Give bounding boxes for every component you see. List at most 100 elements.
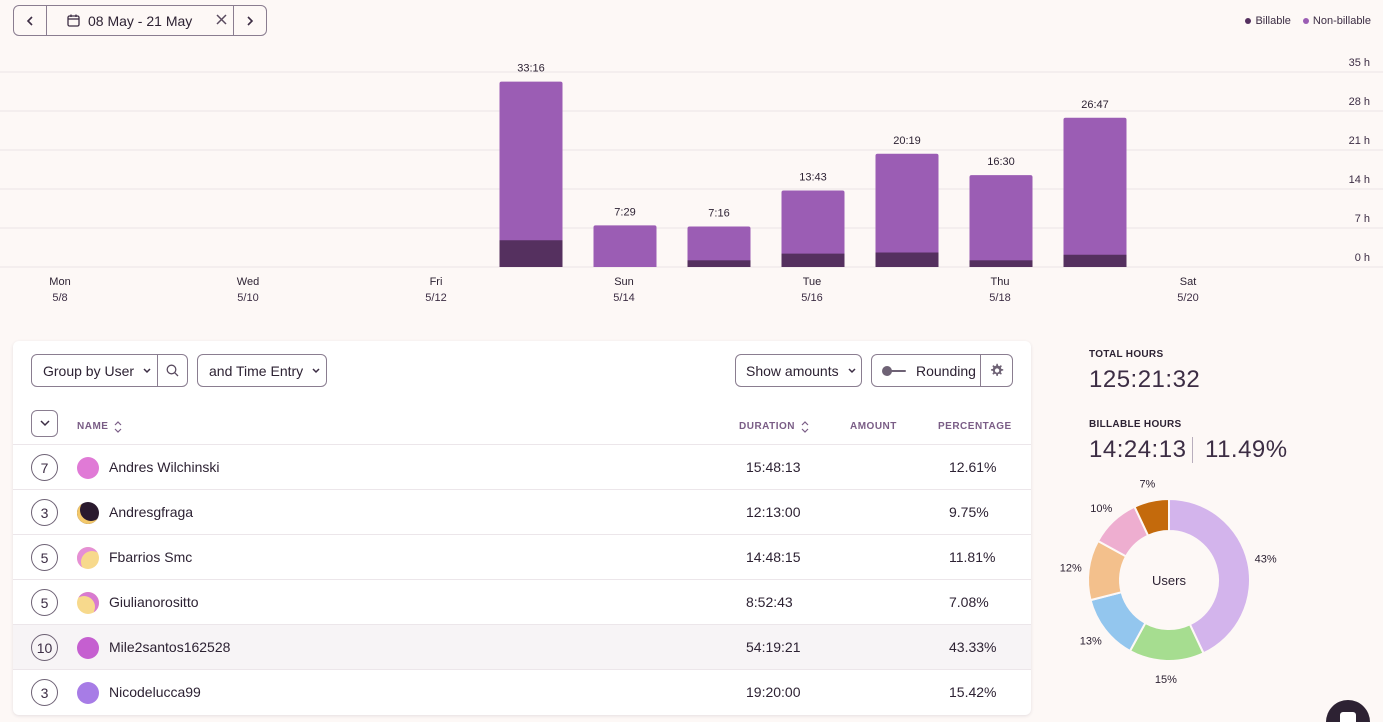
bar-non-billable[interactable] [687,226,751,267]
donut-center-label: Users [1152,573,1186,588]
entry-count-button[interactable]: 3 [31,679,58,706]
previous-range-button[interactable] [14,6,47,35]
percentage-value: 15.42% [949,684,997,700]
bar-billable[interactable] [1063,254,1127,267]
table-row[interactable]: 5 Fbarrios Smc 14:48:15 11.81% [13,535,1031,580]
calendar-icon [67,14,80,27]
user-name: Fbarrios Smc [109,549,193,565]
bar-total-label: 20:19 [893,135,921,147]
billable-percentage: 11.49% [1205,436,1288,463]
x-tick-day-label: Thu [991,276,1010,288]
expand-all-button[interactable] [31,410,58,437]
table-row[interactable]: 3 Nicodelucca99 19:20:00 15.42% [13,670,1031,715]
table-row[interactable]: 10 Mile2santos162528 54:19:21 43.33% [13,625,1031,670]
y-tick-label: 35 h [1349,57,1370,69]
time-entry-dropdown[interactable]: and Time Entry [197,354,327,387]
legend-label: Billable [1255,15,1291,27]
rounding-settings-button[interactable] [981,355,1012,386]
x-tick-date-label: 5/8 [52,292,67,304]
avatar [77,592,99,614]
table-row[interactable]: 7 Andres Wilchinski 15:48:13 12.61% [13,445,1031,490]
chart-legend: Billable Non-billable [1245,15,1371,27]
bar-total-label: 13:43 [799,172,827,184]
next-range-button[interactable] [233,6,266,35]
x-tick-date-label: 5/12 [425,292,446,304]
table-header: NAME DURATION AMOUNT PERCENTAGE [13,408,1031,445]
bar-non-billable[interactable] [969,175,1033,267]
duration-header-label: DURATION [739,421,796,432]
bar-billable[interactable] [875,252,939,267]
rounding-toggle[interactable]: Rounding [872,355,981,386]
legend-dot-billable [1245,18,1252,24]
y-tick-label: 0 h [1355,252,1370,264]
x-tick-day-label: Fri [430,276,443,288]
donut-slice-label: 10% [1090,503,1112,515]
x-tick-day-label: Wed [237,276,259,288]
entry-count-button[interactable]: 3 [31,499,58,526]
bar-billable[interactable] [781,253,845,267]
bar-non-billable[interactable] [499,81,563,267]
avatar [77,637,99,659]
user-name: Nicodelucca99 [109,684,201,700]
duration-value: 19:20:00 [746,684,801,700]
entry-count-button[interactable]: 5 [31,589,58,616]
percentage-value: 43.33% [949,639,997,655]
chat-icon [1340,712,1356,722]
rounding-label: Rounding [916,362,976,379]
bar-non-billable[interactable] [781,190,845,267]
entry-count-button[interactable]: 10 [31,634,58,661]
billable-hours-value: 14:24:13 [1089,436,1187,463]
percentage-value: 12.61% [949,459,997,475]
amount-header-label: AMOUNT [850,421,897,432]
legend-dot-non-billable [1302,18,1309,24]
entry-count-button[interactable]: 7 [31,454,58,481]
user-name: Andresgfraga [109,504,194,520]
amount-column-header: AMOUNT [850,408,897,445]
table-row[interactable]: 3 Andresgfraga 12:13:00 9.75% [13,490,1031,535]
percentage-column-header: PERCENTAGE [938,408,1012,445]
table-toolbar: Group by User and Time Entry Show amount… [31,354,1013,387]
chevron-down-icon [848,367,856,373]
show-amounts-dropdown[interactable]: Show amounts [735,354,862,387]
donut-slice-label: 13% [1080,636,1102,648]
legend-label: Non-billable [1312,15,1371,27]
group-by-label: Group by User [43,362,135,379]
percentage-value: 9.75% [949,504,989,520]
group-search-button[interactable] [158,355,187,386]
name-header-label: NAME [77,421,109,432]
chat-support-button[interactable] [1326,700,1370,722]
time-entry-label: and Time Entry [209,362,304,379]
duration-value: 12:13:00 [746,504,801,520]
donut-slice-label: 12% [1060,563,1082,575]
duration-value: 15:48:13 [746,459,801,475]
group-by-dropdown[interactable]: Group by User [32,355,158,386]
total-hours-label: TOTAL HOURS [1089,349,1164,360]
legend-item-billable[interactable]: Billable [1245,15,1291,27]
toggle-switch-icon [882,365,906,376]
show-amounts-label: Show amounts [746,362,839,379]
date-range-field[interactable]: 08 May - 21 May [47,6,233,35]
y-tick-label: 28 h [1349,96,1370,108]
legend-item-non-billable[interactable]: Non-billable [1302,15,1371,27]
name-column-header[interactable]: NAME [77,408,122,445]
x-tick-date-label: 5/18 [989,292,1010,304]
sort-icon [114,420,122,433]
bar-billable[interactable] [969,260,1033,267]
entry-count-button[interactable]: 5 [31,544,58,571]
duration-column-header[interactable]: DURATION [739,408,809,445]
bar-total-label: 33:16 [517,63,545,75]
bar-billable[interactable] [687,260,751,267]
bar-billable[interactable] [499,240,563,267]
bar-non-billable[interactable] [875,153,939,267]
donut-slice[interactable] [1133,497,1170,537]
bar-non-billable[interactable] [593,225,657,267]
table-row[interactable]: 5 Giulianorositto 8:52:43 7.08% [13,580,1031,625]
donut-slice[interactable] [1168,497,1251,655]
x-tick-date-label: 5/14 [613,292,634,304]
donut-slice-label: 15% [1155,674,1177,686]
bar-non-billable[interactable] [1063,117,1127,267]
gear-icon [990,363,1004,377]
avatar [77,547,99,569]
y-tick-label: 14 h [1349,174,1370,186]
clear-range-icon[interactable] [216,12,227,29]
